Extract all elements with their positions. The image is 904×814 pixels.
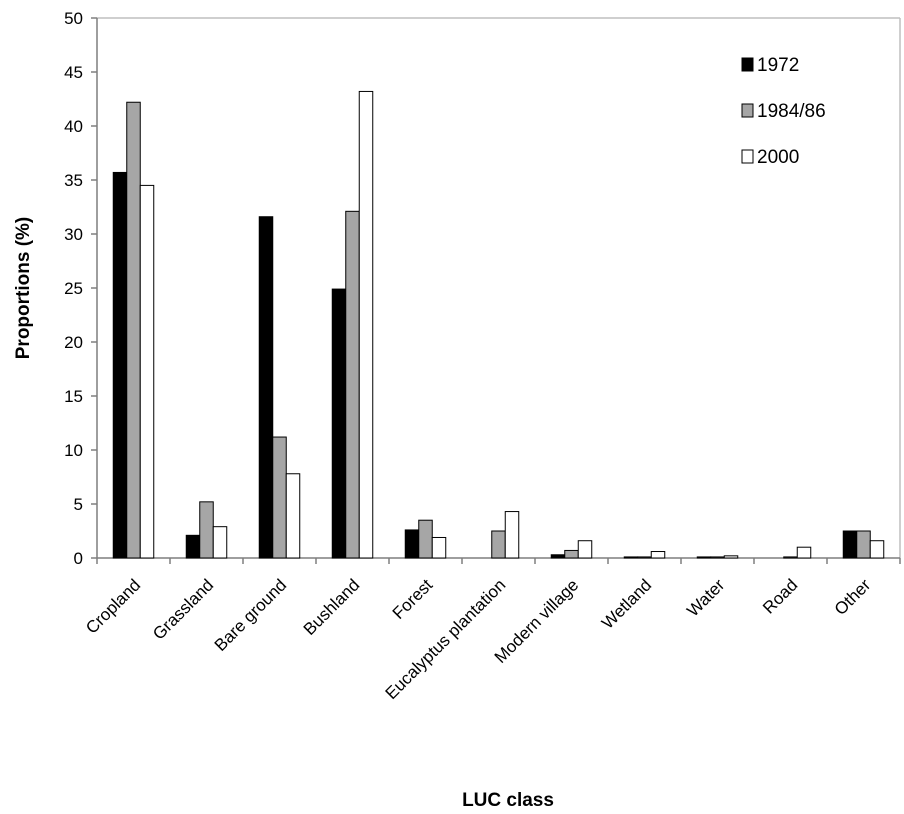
x-axis-title: LUC class	[462, 790, 554, 811]
x-tick-label: Other	[831, 575, 875, 619]
bar-1984-86-other	[856, 530, 871, 559]
bar-2000-other	[869, 540, 885, 559]
bar-1972-cropland	[112, 171, 128, 559]
plot-area	[97, 17, 901, 558]
x-tick-label: Bushland	[300, 575, 364, 639]
y-tick-label: 0	[74, 549, 83, 568]
y-axis: 0 5 10 15 20 25 30 35 40 45 50	[64, 9, 98, 568]
bar-1984-86-bare-ground	[272, 436, 287, 559]
legend-label: 1972	[757, 55, 799, 76]
bar-1984-86-forest	[418, 519, 433, 559]
bar-2000-water	[723, 555, 739, 559]
bar-1984-86-bushland	[345, 210, 360, 559]
bar-1972-bare-ground	[258, 216, 274, 559]
bar-1984-86-road	[783, 556, 798, 559]
y-tick-label: 20	[64, 333, 83, 352]
bar-1984-86-eucalyptus-plantation	[491, 530, 506, 559]
bar-2000-cropland	[139, 184, 155, 559]
x-tick-label: Road	[759, 575, 801, 617]
bar-1984-86-water	[710, 556, 725, 559]
x-tick-label: Bare ground	[211, 575, 291, 655]
bar-1984-86-wetland	[637, 556, 652, 559]
bar-1972-modern-village	[550, 554, 566, 559]
x-tick-label: Cropland	[82, 575, 144, 637]
legend-swatch	[741, 149, 754, 164]
y-tick-label: 40	[64, 117, 83, 136]
bar-1972-other	[842, 530, 858, 559]
bar-1972-grassland	[185, 534, 201, 559]
bar-1984-86-modern-village	[564, 549, 579, 559]
legend: 1972 1984/86 2000	[741, 55, 826, 168]
legend-label: 2000	[757, 147, 799, 168]
x-tick-label: Grassland	[149, 575, 217, 643]
bar-2000-forest	[431, 536, 447, 559]
legend-swatch	[741, 57, 754, 72]
x-tick-label: Wetland	[598, 575, 655, 632]
bar-1972-forest	[404, 529, 420, 559]
x-tick-label: Forest	[389, 575, 437, 623]
y-tick-label: 10	[64, 441, 83, 460]
bar-2000-eucalyptus-plantation	[504, 511, 520, 559]
bar-2000-bushland	[358, 90, 374, 559]
bar-2000-road	[796, 546, 812, 559]
bar-1972-wetland	[623, 556, 639, 559]
y-tick-label: 50	[64, 9, 83, 28]
y-tick-label: 25	[64, 279, 83, 298]
bar-1972-bushland	[331, 288, 347, 559]
y-tick-label: 5	[74, 495, 83, 514]
bars	[112, 90, 885, 559]
bar-1972-water	[696, 556, 712, 559]
bar-2000-grassland	[212, 526, 228, 559]
bar-1984-86-grassland	[199, 501, 214, 559]
y-tick-label: 35	[64, 171, 83, 190]
y-tick-label: 30	[64, 225, 83, 244]
x-tick-label: Water	[683, 575, 728, 620]
bar-2000-wetland	[650, 551, 666, 559]
y-tick-label: 45	[64, 63, 83, 82]
bar-1984-86-cropland	[126, 101, 141, 559]
x-tick-label: Eucalyptus plantation	[382, 575, 510, 703]
legend-label: 1984/86	[757, 101, 826, 122]
y-tick-label: 15	[64, 387, 83, 406]
y-axis-title: Proportions (%)	[13, 217, 34, 360]
bar-2000-modern-village	[577, 540, 593, 559]
bar-2000-bare-ground	[285, 473, 301, 559]
legend-swatch	[741, 103, 754, 118]
